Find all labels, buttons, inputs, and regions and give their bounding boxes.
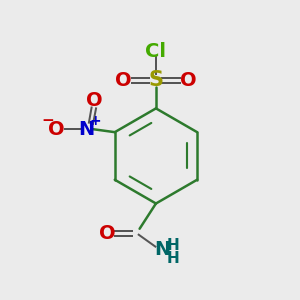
Text: N: N (154, 240, 170, 259)
Text: S: S (148, 70, 164, 90)
Text: O: O (115, 71, 132, 90)
Text: O: O (99, 224, 115, 243)
Text: O: O (180, 71, 197, 90)
Text: O: O (49, 120, 65, 139)
Text: H: H (167, 238, 180, 253)
Text: N: N (78, 120, 94, 139)
Text: Cl: Cl (146, 42, 167, 62)
Text: −: − (41, 113, 54, 128)
Text: +: + (90, 114, 101, 128)
Text: H: H (167, 251, 180, 266)
Text: O: O (85, 92, 102, 110)
